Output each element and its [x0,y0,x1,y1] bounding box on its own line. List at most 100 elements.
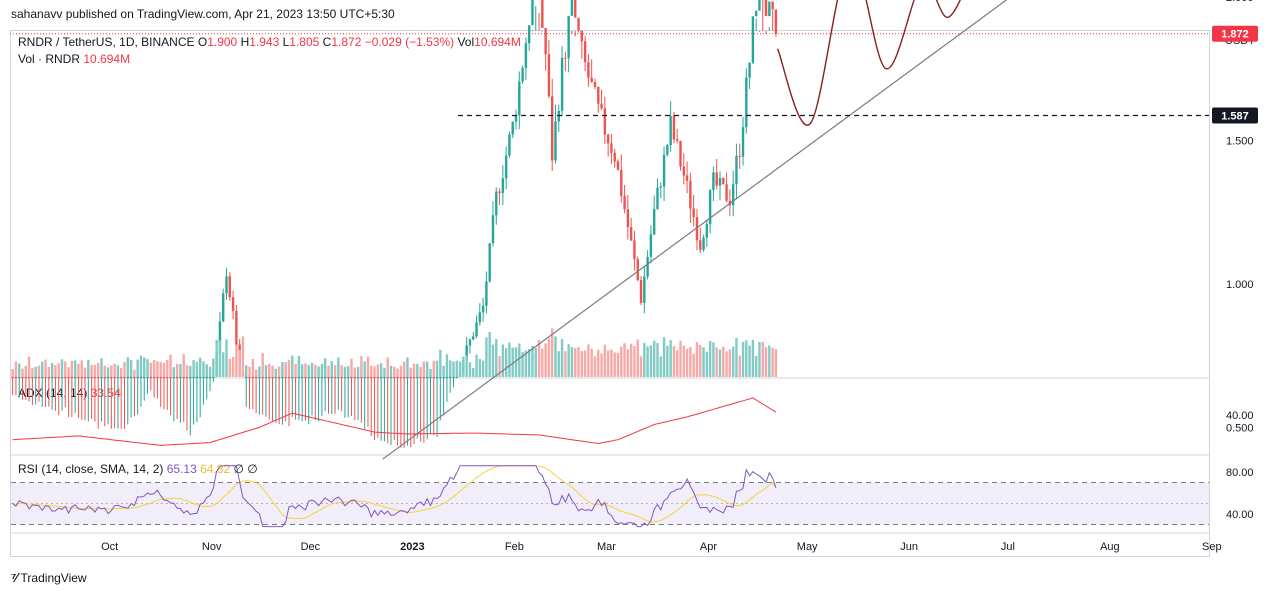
candle-body [205,377,208,378]
volume-bar [185,365,189,377]
volume-bar [488,331,491,377]
volume-bar [699,344,702,377]
volume-bar [202,361,205,377]
candle-body [501,178,505,193]
volume-bar [337,357,340,377]
candle-body [70,377,74,378]
candle-body [41,377,44,378]
volume-bar [96,362,100,377]
candle-body [294,377,297,378]
candle-body [27,377,31,378]
volume-bar [389,365,393,377]
candle-body [600,103,603,109]
volume-bar [718,349,722,377]
rsi-label[interactable]: RSI (14, close, SMA, 14, 2) [18,462,164,476]
volume-bar [416,363,419,377]
volume-bar [462,356,465,377]
rsi-tick-label: 80.00 [1226,467,1254,479]
candle-body [337,377,340,378]
candle-body [551,96,554,161]
candle-body [662,154,666,187]
candle-body [80,377,83,378]
candle-body [685,175,689,181]
volume-bar [560,338,564,377]
volume-bar [751,339,755,377]
volume-bar [570,347,574,377]
volume-bar [327,365,330,377]
rsi-tick-label: 40.00 [1226,509,1254,521]
volume-bar [93,364,97,377]
chart-frame[interactable] [10,30,1210,557]
volume-bar [564,351,567,377]
volume-bar [682,345,686,377]
candle-body [610,143,613,153]
candle-body [34,377,37,378]
candle-body [21,377,24,378]
candle-body [498,191,501,193]
volume-bar [521,352,524,377]
volume-bar [284,361,287,377]
volume-bar [320,363,324,377]
volume-bar [669,340,672,377]
candle-body [652,209,656,235]
volume-bar [419,366,422,377]
volume-bar [67,367,70,377]
candle-body [96,377,100,378]
candle-body [741,127,745,157]
open-value: 1.900 [207,35,238,49]
volume-bar [192,360,195,377]
volume-bar [626,349,630,377]
candle-body [366,377,370,378]
volume-bar [179,363,182,377]
volume-bar [715,347,718,377]
volume-bar [133,369,136,377]
volume-bar [468,362,472,377]
candle-body [343,377,347,378]
volume-bar [182,354,185,377]
volume-bar [702,347,705,377]
close-label: C [322,35,332,49]
volume-bar [291,355,294,377]
volume-bar [261,353,264,377]
candle-body [310,377,314,378]
candle-body [37,377,41,378]
volume-bar [129,360,133,377]
candle-body [669,116,672,146]
candle-body [636,259,639,281]
candle-body [623,195,626,210]
volume-bar [123,361,126,377]
candle-body [491,215,495,244]
volume-indicator-label[interactable]: Vol · RNDR [18,52,81,66]
volume-bar [402,361,406,377]
volume-bar [34,366,37,377]
volume-bar [21,368,24,377]
volume-bar [731,346,735,377]
candle-body [422,377,426,378]
candle-body [100,377,103,378]
volume-bar [106,367,110,377]
candle-body [287,377,291,378]
candle-body [353,377,357,378]
volume-bar [238,349,241,377]
volume-bar [103,365,106,377]
volume-bar [353,367,357,377]
volume-bar [735,337,738,377]
symbol-label[interactable]: RNDR / TetherUS, 1D, BINANCE [18,35,195,49]
volume-bar [508,342,511,377]
candles [11,0,778,448]
time-axis-label: Apr [700,541,717,553]
volume-bar [531,345,534,377]
time-axis-label: Mar [597,541,616,553]
candle-body [54,377,57,378]
time-axis-label: Nov [202,541,222,553]
candle-body [504,155,508,179]
candle-body [208,377,212,378]
candle-body [725,184,728,201]
candle-body [402,377,406,378]
volume-bar [24,365,28,377]
volume-bar [537,339,541,377]
candle-body [488,243,491,282]
volume-bar [47,366,51,377]
volume-bar [435,360,439,377]
